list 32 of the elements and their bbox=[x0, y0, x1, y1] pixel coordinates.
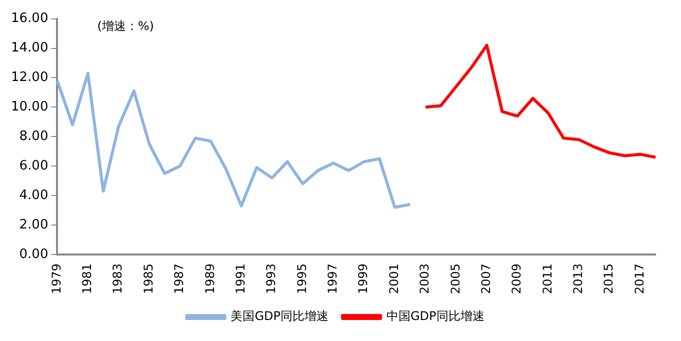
x-tick-label: 1995 bbox=[294, 263, 309, 294]
y-tick-label: 14.00 bbox=[11, 40, 48, 56]
x-tick-label: 2011 bbox=[540, 263, 554, 294]
y-tick-label: 8.00 bbox=[19, 129, 48, 144]
y-tick-label: 2.00 bbox=[19, 217, 48, 232]
y-tick-label: 10.00 bbox=[11, 100, 48, 115]
x-tick-label: 2017 bbox=[632, 263, 646, 294]
x-tick-label: 2015 bbox=[602, 263, 616, 294]
x-tick-label: 1999 bbox=[356, 263, 370, 294]
y-tick-label: 0.00 bbox=[19, 246, 48, 262]
x-tick-label: 1979 bbox=[49, 263, 64, 294]
x-tick-label: 2003 bbox=[418, 263, 432, 294]
x-tick-label: 1981 bbox=[80, 263, 94, 294]
x-tick-label: 2013 bbox=[571, 263, 586, 294]
annotation: (增速：%) bbox=[97, 18, 154, 33]
y-tick-label: 6.00 bbox=[19, 158, 48, 174]
legend-label: 美国GDP同比增速 bbox=[230, 309, 329, 324]
x-tick-label: 1985 bbox=[141, 263, 156, 294]
legend-label: 中国GDP同比增速 bbox=[386, 309, 484, 324]
x-tick-label: 1983 bbox=[110, 263, 125, 294]
x-tick-label: 1993 bbox=[264, 263, 278, 294]
x-tick-label: 1991 bbox=[233, 263, 248, 294]
x-tick-label: 2001 bbox=[386, 263, 401, 294]
x-tick-label: 1989 bbox=[202, 263, 217, 294]
x-tick-label: 2005 bbox=[448, 263, 462, 294]
x-tick-label: 2009 bbox=[510, 263, 524, 294]
x-tick-label: 1997 bbox=[326, 263, 340, 294]
x-tick-label: 1987 bbox=[172, 263, 186, 294]
y-tick-label: 4.00 bbox=[19, 188, 48, 203]
x-tick-label: 2007 bbox=[478, 263, 493, 294]
y-tick-label: 16.00 bbox=[11, 11, 48, 26]
y-tick-label: 12.00 bbox=[11, 70, 48, 86]
